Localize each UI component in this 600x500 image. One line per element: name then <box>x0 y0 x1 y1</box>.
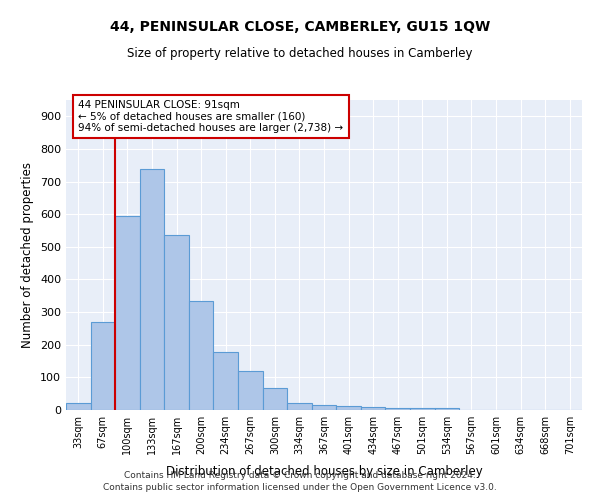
Bar <box>312 405 336 410</box>
Bar <box>140 168 164 410</box>
Bar <box>214 352 238 410</box>
Bar <box>434 408 459 410</box>
Bar <box>91 322 115 410</box>
Text: Contains HM Land Registry data © Crown copyright and database right 2024.: Contains HM Land Registry data © Crown c… <box>124 471 476 480</box>
Bar <box>385 408 410 410</box>
Bar <box>336 406 361 410</box>
Bar <box>189 300 214 410</box>
Text: 44, PENINSULAR CLOSE, CAMBERLEY, GU15 1QW: 44, PENINSULAR CLOSE, CAMBERLEY, GU15 1Q… <box>110 20 490 34</box>
Bar <box>115 216 140 410</box>
Y-axis label: Number of detached properties: Number of detached properties <box>22 162 34 348</box>
Bar <box>238 371 263 410</box>
Bar <box>287 403 312 410</box>
Bar <box>410 408 434 410</box>
Bar <box>263 388 287 410</box>
Bar <box>164 236 189 410</box>
Bar <box>361 408 385 410</box>
Text: Size of property relative to detached houses in Camberley: Size of property relative to detached ho… <box>127 48 473 60</box>
Text: Contains public sector information licensed under the Open Government Licence v3: Contains public sector information licen… <box>103 484 497 492</box>
X-axis label: Distribution of detached houses by size in Camberley: Distribution of detached houses by size … <box>166 466 482 478</box>
Bar <box>66 404 91 410</box>
Text: 44 PENINSULAR CLOSE: 91sqm
← 5% of detached houses are smaller (160)
94% of semi: 44 PENINSULAR CLOSE: 91sqm ← 5% of detac… <box>78 100 343 133</box>
